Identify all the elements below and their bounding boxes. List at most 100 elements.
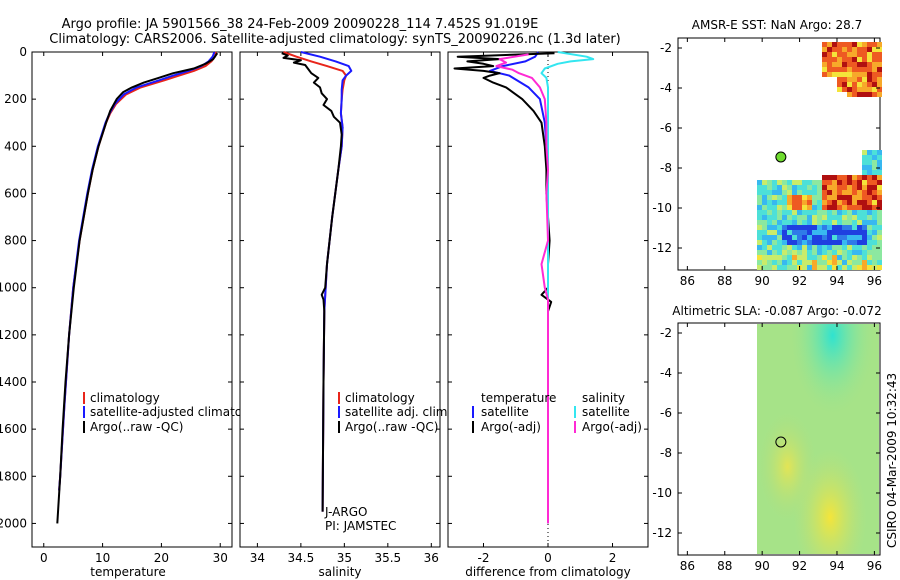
sst-cell xyxy=(767,230,772,235)
sst-cell xyxy=(827,210,832,215)
sst-cell xyxy=(862,77,867,82)
legend-label-satellite: satellite-adjusted climatology xyxy=(90,405,268,419)
sst-cell xyxy=(762,250,767,255)
sst-cell xyxy=(872,77,877,82)
sst-cell xyxy=(832,47,837,52)
sst-cell xyxy=(862,57,867,62)
sst-cell xyxy=(857,205,862,210)
sst-cell xyxy=(782,235,787,240)
sst-cell xyxy=(847,92,852,97)
sst-cell xyxy=(877,160,882,165)
sst-cell xyxy=(782,205,787,210)
sst-cell xyxy=(762,265,767,270)
sst-cell xyxy=(812,215,817,220)
sst-cell xyxy=(857,260,862,265)
sst-cell xyxy=(852,205,857,210)
sst-cell xyxy=(847,195,852,200)
sst-cell xyxy=(792,225,797,230)
sst-cell xyxy=(812,230,817,235)
difference-legend: temperature satellite Argo(-adj) salinit… xyxy=(472,391,642,434)
sst-cell xyxy=(852,62,857,67)
sst-cell xyxy=(877,195,882,200)
sst-cell xyxy=(877,250,882,255)
sst-cell xyxy=(822,250,827,255)
sst-cell xyxy=(842,260,847,265)
sst-cell xyxy=(817,230,822,235)
sst-cell xyxy=(847,225,852,230)
sst-cell xyxy=(852,175,857,180)
sst-cell xyxy=(867,260,872,265)
sst-cell xyxy=(872,150,877,155)
y-tick-label: -10 xyxy=(652,486,672,500)
sst-cell xyxy=(877,170,882,175)
sst-cell xyxy=(862,82,867,87)
sst-cell xyxy=(777,260,782,265)
sst-cell xyxy=(842,62,847,67)
sst-cell xyxy=(802,215,807,220)
sst-cell xyxy=(772,230,777,235)
sst-cell xyxy=(787,205,792,210)
sst-cell xyxy=(867,195,872,200)
sst-cell xyxy=(847,57,852,62)
sst-cell xyxy=(797,205,802,210)
sst-cell xyxy=(827,220,832,225)
sst-cell xyxy=(807,230,812,235)
sst-cell xyxy=(832,205,837,210)
sst-cell xyxy=(822,175,827,180)
sst-cell xyxy=(842,87,847,92)
x-tick-label: -2 xyxy=(477,551,489,565)
sst-cell xyxy=(852,52,857,57)
sst-cell xyxy=(867,67,872,72)
sst-cell xyxy=(767,225,772,230)
sst-cell xyxy=(792,215,797,220)
sst-cell xyxy=(772,200,777,205)
sst-cell xyxy=(837,255,842,260)
sst-cell xyxy=(867,82,872,87)
sst-cell xyxy=(872,180,877,185)
sst-cell xyxy=(837,195,842,200)
sst-cell xyxy=(792,230,797,235)
sst-cell xyxy=(777,205,782,210)
sst-cell xyxy=(837,77,842,82)
sst-cell xyxy=(867,87,872,92)
sst-cell xyxy=(867,240,872,245)
sst-cell xyxy=(787,230,792,235)
sst-cell xyxy=(782,200,787,205)
sst-cell xyxy=(852,230,857,235)
sst-cell xyxy=(852,255,857,260)
sst-cell xyxy=(767,180,772,185)
sst-cell xyxy=(837,245,842,250)
sst-cell xyxy=(767,190,772,195)
sst-cell xyxy=(842,225,847,230)
sst-cell xyxy=(867,190,872,195)
sst-cell xyxy=(857,180,862,185)
sst-cell xyxy=(767,240,772,245)
sst-cell xyxy=(827,42,832,47)
sst-cell xyxy=(827,180,832,185)
sst-cell xyxy=(847,245,852,250)
sst-cell xyxy=(787,200,792,205)
sst-cell xyxy=(767,205,772,210)
sst-cell xyxy=(872,215,877,220)
sst-cell xyxy=(787,215,792,220)
difference-panel: -2 0 2 difference from climatology tempera… xyxy=(447,51,649,579)
sst-cell xyxy=(787,185,792,190)
sst-cell xyxy=(777,180,782,185)
sst-cell xyxy=(832,42,837,47)
sst-cell xyxy=(837,57,842,62)
sst-cell xyxy=(812,205,817,210)
sst-cell xyxy=(857,72,862,77)
legend-heading-salinity: salinity xyxy=(582,391,625,405)
sst-cell xyxy=(792,260,797,265)
sst-cell xyxy=(772,240,777,245)
y-tick-label: 800 xyxy=(4,234,27,248)
sst-cell xyxy=(832,185,837,190)
sst-cell xyxy=(822,225,827,230)
sst-cell xyxy=(862,255,867,260)
sst-cell xyxy=(782,255,787,260)
sst-cell xyxy=(827,255,832,260)
sst-cell xyxy=(802,245,807,250)
sst-cell xyxy=(832,57,837,62)
sst-cell xyxy=(862,205,867,210)
sst-cell xyxy=(797,235,802,240)
